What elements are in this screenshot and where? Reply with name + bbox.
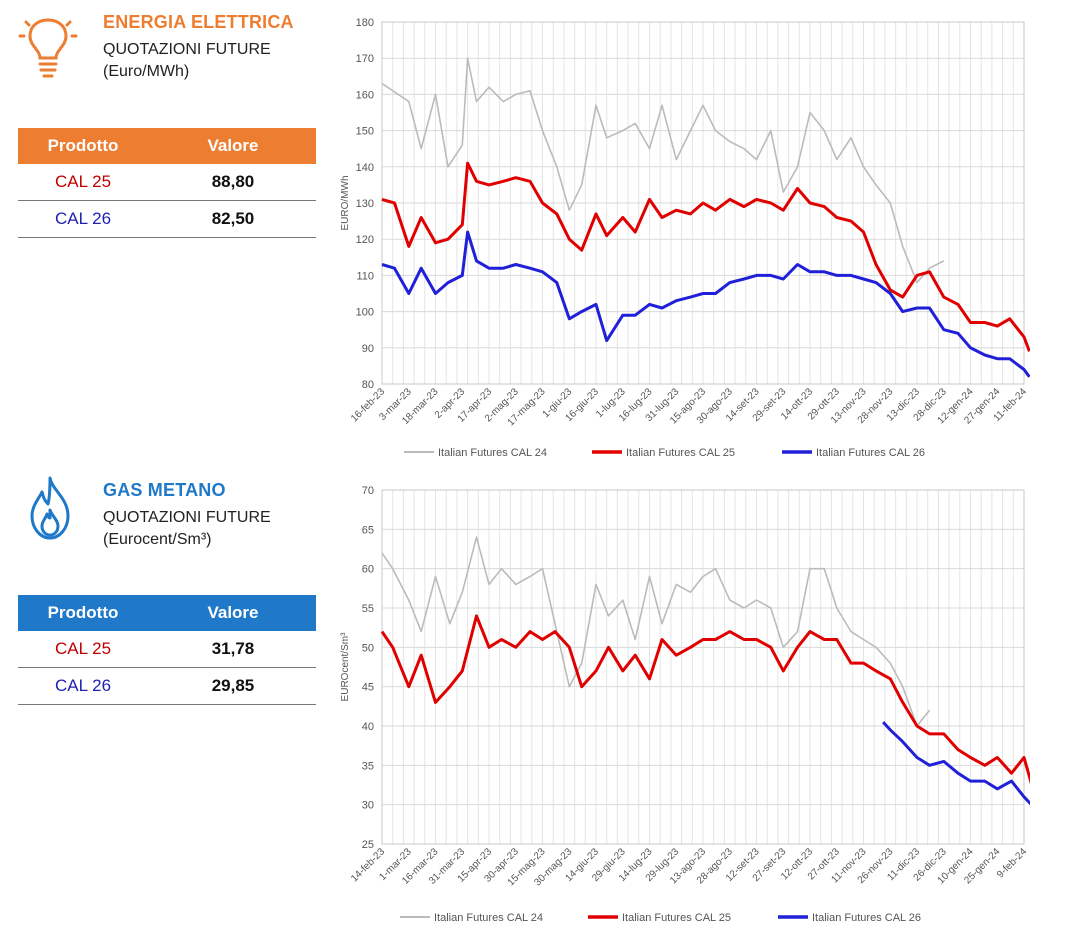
y-tick-label: 180: [356, 17, 374, 29]
series-line-cal24: [381, 536, 931, 727]
series-line-cal25: [380, 614, 1030, 785]
energy-table: Prodotto Valore CAL 25 88,80 CAL 26 82,5…: [18, 128, 316, 238]
legend-label: Italian Futures CAL 24: [438, 447, 547, 459]
lightbulb-icon: [18, 18, 78, 78]
gas-subtitle: QUOTAZIONI FUTURE (Eurocent/Sm³): [103, 507, 271, 551]
y-tick-label: 120: [356, 234, 374, 246]
legend-label: Italian Futures CAL 25: [622, 912, 731, 924]
value-cell: 31,78: [211, 639, 255, 658]
gas-subtitle-text: QUOTAZIONI FUTURE: [103, 509, 271, 526]
y-tick-label: 60: [362, 564, 374, 576]
table-row: CAL 25 88,80: [18, 164, 316, 201]
gas-title: GAS METANO: [103, 480, 226, 500]
gas-unit: (Eurocent/Sm³): [103, 531, 212, 548]
y-tick-label: 45: [362, 682, 374, 694]
table-row: CAL 26 82,50: [18, 201, 316, 238]
series-line-cal25: [381, 161, 1030, 352]
energy-table-header: Prodotto Valore: [18, 128, 316, 164]
y-tick-label: 40: [362, 721, 374, 733]
y-tick-label: 55: [362, 603, 374, 615]
y-tick-label: 110: [356, 270, 374, 282]
product-cell: CAL 26: [54, 676, 112, 695]
plot-frame: [381, 21, 1025, 385]
series-line-cal26: [381, 230, 1030, 378]
plot-frame: [381, 489, 1025, 845]
legend-label: Italian Futures CAL 25: [626, 447, 735, 459]
y-tick-label: 65: [362, 524, 374, 536]
gas-table: Prodotto Valore CAL 25 31,78 CAL 26 29,8…: [18, 595, 316, 705]
series-line-cal24: [381, 57, 945, 284]
y-tick-label: 30: [362, 800, 374, 812]
gas-header: GAS METANO QUOTAZIONI FUTURE (Eurocent/S…: [103, 480, 271, 551]
product-cell: CAL 26: [54, 209, 112, 228]
legend-label: Italian Futures CAL 26: [812, 912, 921, 924]
energy-section: ENERGIA ELETTRICA QUOTAZIONI FUTURE (Eur…: [0, 0, 1080, 470]
y-tick-label: 50: [362, 642, 374, 654]
energy-title: ENERGIA ELETTRICA: [103, 12, 294, 32]
y-tick-label: 35: [362, 760, 374, 772]
col-header-value: Valore: [207, 603, 259, 622]
energy-subtitle-text: QUOTAZIONI FUTURE: [103, 41, 271, 58]
y-tick-label: 25: [362, 839, 374, 851]
y-tick-label: 80: [362, 379, 374, 391]
y-tick-label: 130: [356, 198, 374, 210]
col-header-product: Prodotto: [47, 603, 119, 622]
y-tick-label: 160: [356, 89, 374, 101]
y-tick-label: 70: [362, 485, 374, 497]
energy-header: ENERGIA ELETTRICA QUOTAZIONI FUTURE (Eur…: [103, 12, 294, 83]
y-axis-label: EURO/MWh: [340, 176, 351, 231]
y-tick-label: 90: [362, 343, 374, 355]
y-tick-label: 140: [356, 162, 374, 174]
col-header-product: Prodotto: [47, 136, 119, 155]
col-header-value: Valore: [207, 136, 259, 155]
value-cell: 88,80: [211, 172, 255, 191]
legend-label: Italian Futures CAL 24: [434, 912, 543, 924]
y-axis-label: EUROcent/Sm³: [340, 632, 351, 702]
table-row: CAL 26 29,85: [18, 668, 316, 705]
series-line-cal26: [881, 721, 1030, 806]
legend-label: Italian Futures CAL 26: [816, 447, 925, 459]
y-tick-label: 150: [356, 126, 374, 138]
gas-chart: 25303540455055606570EUROcent/Sm³14-feb-2…: [340, 485, 1030, 924]
value-cell: 29,85: [211, 676, 255, 695]
gas-section: GAS METANO QUOTAZIONI FUTURE (Eurocent/S…: [0, 470, 1080, 943]
y-tick-label: 100: [356, 307, 374, 319]
product-cell: CAL 25: [54, 172, 112, 191]
y-tick-label: 170: [356, 53, 374, 65]
value-cell: 82,50: [211, 209, 255, 228]
flame-icon: [30, 476, 70, 540]
table-row: CAL 25 31,78: [18, 631, 316, 668]
x-tick-label: 9-feb-24: [995, 846, 1029, 880]
gas-table-header: Prodotto Valore: [18, 595, 316, 631]
product-cell: CAL 25: [54, 639, 112, 658]
energy-unit: (Euro/MWh): [103, 63, 190, 80]
energy-chart: 8090100110120130140150160170180EURO/MWh1…: [340, 17, 1030, 459]
energy-subtitle: QUOTAZIONI FUTURE (Euro/MWh): [103, 39, 294, 83]
